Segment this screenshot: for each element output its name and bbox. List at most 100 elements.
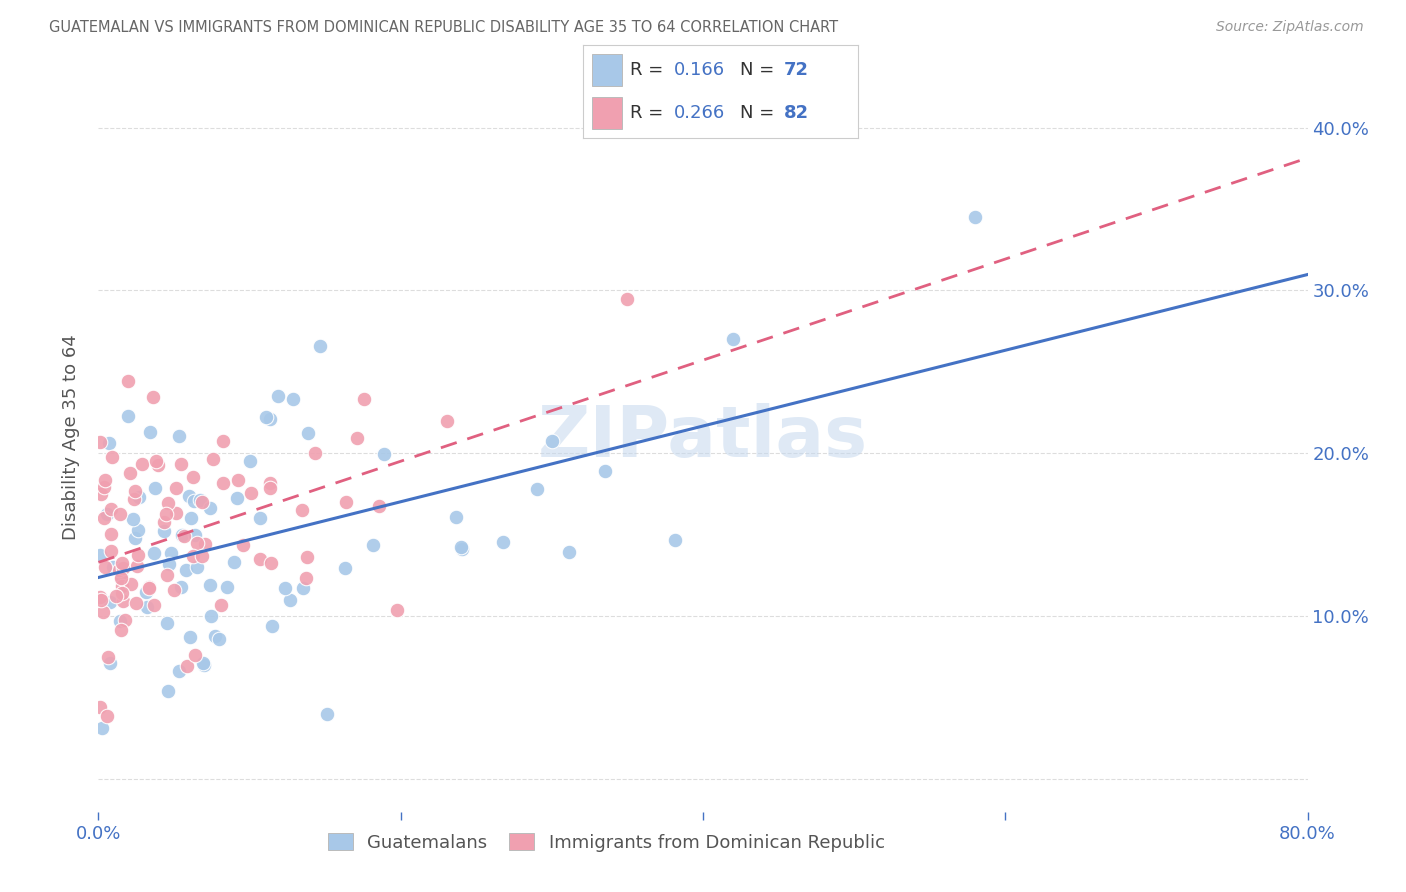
Point bbox=[131, 457, 153, 471]
Point bbox=[157, 557, 180, 571]
Point bbox=[170, 580, 193, 594]
Point bbox=[226, 474, 249, 488]
Point bbox=[145, 481, 167, 495]
Point bbox=[260, 619, 283, 633]
Point bbox=[200, 501, 222, 516]
Point bbox=[160, 546, 183, 560]
Point bbox=[191, 657, 214, 671]
Point bbox=[142, 390, 165, 404]
Point bbox=[153, 515, 176, 529]
Point bbox=[200, 578, 222, 592]
Point bbox=[367, 500, 389, 514]
Point bbox=[122, 491, 145, 506]
Point bbox=[295, 550, 318, 565]
Point bbox=[186, 536, 208, 550]
Point bbox=[100, 526, 122, 541]
Point bbox=[723, 332, 745, 346]
Point bbox=[120, 576, 142, 591]
Point bbox=[526, 483, 548, 497]
Y-axis label: Disability Age 35 to 64: Disability Age 35 to 64 bbox=[62, 334, 80, 540]
Point bbox=[120, 467, 142, 481]
Point bbox=[97, 649, 120, 664]
Point bbox=[254, 410, 277, 425]
Point bbox=[93, 605, 115, 619]
Point bbox=[93, 479, 115, 493]
Point bbox=[91, 721, 114, 735]
Point bbox=[274, 581, 297, 595]
Point bbox=[128, 491, 150, 505]
Text: N =: N = bbox=[740, 61, 780, 78]
Point bbox=[249, 552, 271, 566]
Point bbox=[181, 470, 204, 484]
Point bbox=[98, 656, 121, 670]
Point bbox=[259, 481, 281, 495]
Point bbox=[204, 630, 226, 644]
Point bbox=[157, 683, 180, 698]
Point bbox=[281, 392, 304, 406]
Point bbox=[224, 555, 246, 569]
Point bbox=[259, 412, 281, 426]
Legend: Guatemalans, Immigrants from Dominican Republic: Guatemalans, Immigrants from Dominican R… bbox=[321, 826, 893, 859]
Point bbox=[180, 510, 202, 524]
Point bbox=[664, 533, 686, 547]
Point bbox=[146, 458, 169, 472]
Point bbox=[105, 589, 128, 603]
Point bbox=[184, 648, 207, 662]
Point bbox=[111, 586, 134, 600]
Point bbox=[108, 507, 131, 521]
Point bbox=[593, 464, 616, 478]
Point bbox=[239, 453, 262, 467]
Point bbox=[143, 598, 166, 612]
Point bbox=[169, 664, 191, 678]
Point bbox=[125, 596, 148, 610]
Point bbox=[335, 495, 357, 509]
Point bbox=[110, 624, 132, 638]
Point bbox=[316, 706, 339, 721]
Point bbox=[346, 431, 368, 445]
Point bbox=[190, 492, 212, 507]
Point bbox=[353, 392, 375, 406]
Point bbox=[450, 541, 472, 556]
Point bbox=[200, 608, 222, 623]
Point bbox=[212, 476, 235, 491]
Point bbox=[201, 451, 224, 466]
Point bbox=[155, 507, 177, 521]
Point bbox=[110, 568, 132, 582]
Point bbox=[373, 447, 395, 461]
Point bbox=[965, 210, 987, 224]
Point bbox=[363, 538, 385, 552]
Text: R =: R = bbox=[630, 61, 669, 78]
Point bbox=[89, 435, 111, 450]
Point bbox=[122, 511, 145, 525]
Point bbox=[166, 482, 188, 496]
Point bbox=[226, 491, 249, 505]
Point bbox=[90, 487, 112, 501]
Point bbox=[207, 632, 229, 646]
Point bbox=[239, 485, 262, 500]
Point bbox=[194, 536, 217, 550]
Point bbox=[446, 509, 468, 524]
Point bbox=[127, 558, 149, 573]
Point bbox=[114, 614, 136, 628]
Text: 72: 72 bbox=[783, 61, 808, 78]
Point bbox=[117, 409, 139, 423]
Point bbox=[280, 592, 302, 607]
Point bbox=[143, 546, 166, 560]
Point bbox=[183, 494, 205, 508]
Point bbox=[167, 429, 190, 443]
Point bbox=[127, 523, 149, 537]
Point bbox=[111, 556, 134, 570]
Point bbox=[170, 457, 193, 471]
Point bbox=[165, 507, 187, 521]
Point bbox=[249, 511, 271, 525]
Point bbox=[291, 582, 314, 596]
Point bbox=[97, 435, 120, 450]
Point bbox=[193, 657, 215, 672]
Point bbox=[232, 538, 254, 552]
Point bbox=[450, 541, 472, 555]
Point bbox=[540, 434, 562, 448]
Text: GUATEMALAN VS IMMIGRANTS FROM DOMINICAN REPUBLIC DISABILITY AGE 35 TO 64 CORRELA: GUATEMALAN VS IMMIGRANTS FROM DOMINICAN … bbox=[49, 20, 838, 35]
Point bbox=[157, 496, 180, 510]
Text: 0.266: 0.266 bbox=[673, 104, 725, 122]
Point bbox=[387, 603, 409, 617]
